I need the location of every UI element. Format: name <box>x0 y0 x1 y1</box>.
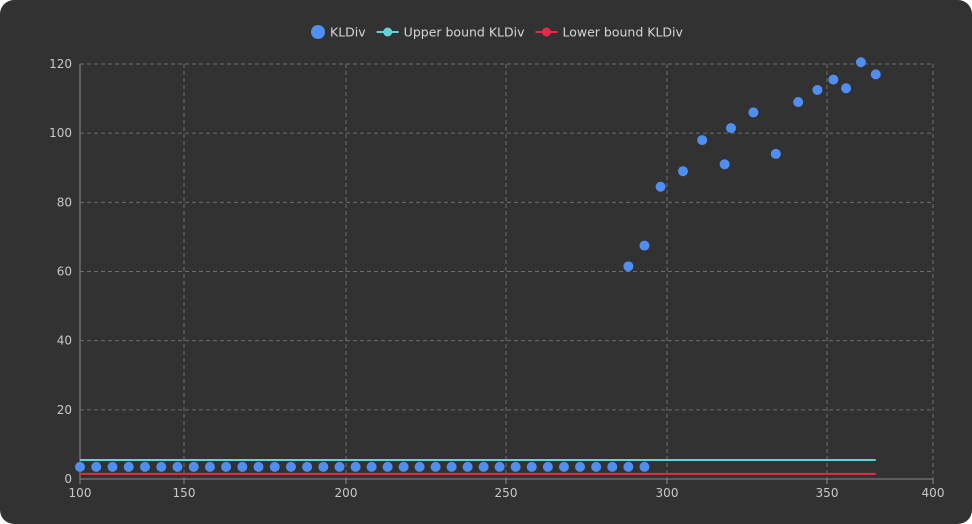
scatter-point <box>855 57 866 68</box>
x-tick-label: 250 <box>495 486 518 500</box>
scatter-point <box>841 83 852 94</box>
scatter-point <box>204 461 215 472</box>
legend-item[interactable]: KLDiv <box>311 25 366 40</box>
scatter-point <box>123 461 134 472</box>
scatter-point <box>462 461 473 472</box>
scatter-point <box>770 148 781 159</box>
scatter-point <box>812 84 823 95</box>
scatter-point <box>140 461 150 472</box>
scatter-point <box>430 461 441 472</box>
scatter-point <box>748 107 759 118</box>
scatter-point <box>639 240 650 251</box>
x-tick-label: 300 <box>656 486 679 500</box>
x-tick-label: 350 <box>816 486 839 500</box>
scatter-point <box>623 261 634 272</box>
scatter-point <box>350 461 361 472</box>
scatter-point <box>188 461 199 472</box>
legend-marker <box>383 27 393 37</box>
legend-item[interactable]: Upper bound KLDiv <box>376 25 525 40</box>
scatter-point <box>366 461 377 472</box>
scatter-point <box>285 461 296 472</box>
scatter-point <box>623 461 634 472</box>
scatter-point <box>542 461 553 472</box>
scatter-point <box>655 181 666 192</box>
x-tick-label: 150 <box>173 486 196 500</box>
axes: 0 20 40 60 80 100 120 100 150 200 250 300 350 400 <box>49 57 944 500</box>
scatter-point <box>172 461 183 472</box>
scatter-point <box>607 461 618 472</box>
legend-item[interactable]: Lower bound KLDiv <box>535 25 684 40</box>
legend-marker <box>542 27 551 37</box>
scatter-point <box>575 461 586 472</box>
grid <box>80 63 934 479</box>
scatter-point <box>302 461 313 472</box>
scatter-point <box>639 461 650 472</box>
scatter-point <box>478 461 489 472</box>
scatter-point <box>870 69 881 80</box>
data-marks <box>75 57 881 475</box>
scatter-point <box>382 461 393 472</box>
y-tick-label: 60 <box>57 265 72 279</box>
y-tick-label: 0 <box>64 472 72 486</box>
scatter-point <box>697 135 708 146</box>
scatter-point <box>726 122 736 133</box>
scatter-point <box>75 461 85 472</box>
scatter-point <box>318 461 329 472</box>
scatter-point <box>558 461 569 472</box>
y-tick-label: 100 <box>49 126 72 140</box>
legend: KLDiv Upper bound KLDiv Lower bound KLDiv <box>311 25 684 40</box>
scatter-point <box>719 159 730 170</box>
scatter-point <box>526 461 537 472</box>
scatter-point <box>828 74 839 85</box>
scatter-point <box>334 461 345 472</box>
x-tick-label: 400 <box>922 486 945 500</box>
scatter-point <box>678 166 688 177</box>
legend-marker <box>311 25 325 39</box>
scatter-point <box>414 461 425 472</box>
scatter-point <box>107 461 118 472</box>
y-tick-label: 40 <box>57 334 72 348</box>
scatter-point <box>446 461 457 472</box>
scatter-point <box>591 461 602 472</box>
scatter-point <box>237 461 248 472</box>
x-tick-label: 100 <box>69 486 92 500</box>
y-tick-label: 120 <box>49 57 72 71</box>
scatter-point <box>510 461 521 472</box>
legend-label: KLDiv <box>330 25 366 40</box>
y-tick-label: 20 <box>57 403 72 417</box>
scatter-point <box>156 461 167 472</box>
scatter-point <box>269 461 280 472</box>
scatter-point <box>494 461 505 472</box>
y-tick-label: 80 <box>57 195 72 209</box>
legend-label: Upper bound KLDiv <box>404 25 525 40</box>
x-tick-label: 200 <box>335 486 358 500</box>
scatter-point <box>398 461 409 472</box>
scatter-point <box>221 461 232 472</box>
scatter-point <box>91 461 102 472</box>
legend-label: Lower bound KLDiv <box>563 25 684 40</box>
scatter-point <box>793 97 804 108</box>
scatter-point <box>253 461 264 472</box>
